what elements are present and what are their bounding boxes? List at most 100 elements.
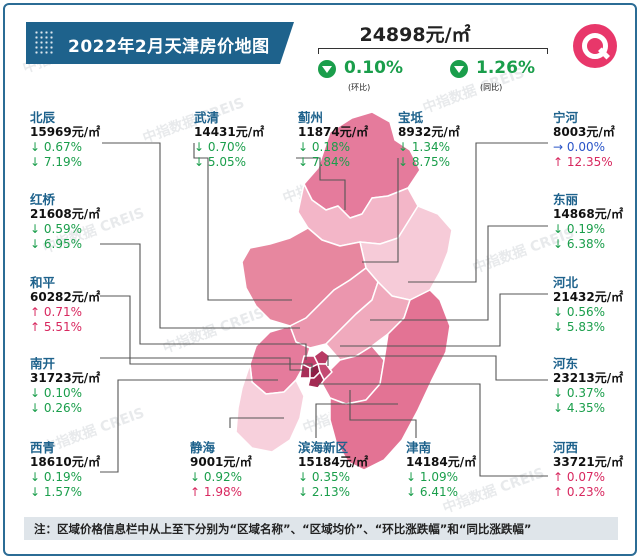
leader-line-jinghai xyxy=(229,417,284,428)
district-yoy: 1.57% xyxy=(43,485,83,499)
leader-line-nankai xyxy=(100,357,304,371)
district-yoy: 6.38% xyxy=(566,237,606,251)
district-card-heping: 和平 60282元/㎡ ↑ 0.71% ↑ 5.51% xyxy=(30,275,100,335)
district-card-hexi: 河西 33721元/㎡ ↑ 0.07% ↑ 0.23% xyxy=(553,440,623,500)
district-yoy: 4.35% xyxy=(566,401,606,415)
leader-line-dongli xyxy=(370,225,548,321)
arrow-up-icon: ↑ xyxy=(553,470,564,484)
title-banner-tail xyxy=(280,22,294,64)
district-price: 33721元/㎡ xyxy=(553,455,624,469)
arrow-down-icon: ↓ xyxy=(553,222,564,236)
leader-line-hexi xyxy=(318,383,548,477)
district-card-beichen: 北辰 15969元/㎡ ↓ 0.67% ↓ 7.19% xyxy=(30,110,100,170)
district-name: 河东 xyxy=(553,356,579,371)
arrow-up-icon: ↑ xyxy=(30,305,41,319)
district-mom: 1.34% xyxy=(411,140,451,154)
city-mom-label: (环比) xyxy=(348,83,371,92)
leader-line-hedong xyxy=(327,355,548,381)
arrow-down-icon: ↓ xyxy=(30,485,41,499)
district-name: 和平 xyxy=(30,275,56,290)
district-mom: 0.18% xyxy=(311,140,351,154)
district-card-baodi: 宝坻 8932元/㎡ ↓ 1.34% ↓ 8.75% xyxy=(398,110,460,170)
footnote: 注：区域价格信息栏中从上至下分别为“区域名称”、“区域均价”、“环比涨跌幅”和“… xyxy=(24,517,618,540)
leader-line-jizhou xyxy=(296,157,346,210)
arrow-down-icon: ↓ xyxy=(30,155,41,169)
arrow-down-icon: ↓ xyxy=(194,155,205,169)
arrow-down-icon: ↓ xyxy=(406,470,417,484)
district-price: 14184元/㎡ xyxy=(406,455,477,469)
district-price: 21608元/㎡ xyxy=(30,207,101,221)
leader-line-hongqiao xyxy=(100,243,307,360)
district-price: 15184元/㎡ xyxy=(298,455,369,469)
divider xyxy=(547,48,548,54)
arrow-down-icon: ↓ xyxy=(398,140,409,154)
district-card-hedong: 河东 23213元/㎡ ↓ 0.37% ↓ 4.35% xyxy=(553,356,623,416)
district-card-jizhou: 蓟州 11874元/㎡ ↓ 0.18% ↓ 7.84% xyxy=(298,110,368,170)
down-triangle-icon xyxy=(318,60,336,78)
district-yoy: 5.83% xyxy=(566,320,606,334)
logo-ring xyxy=(582,33,608,59)
brand-logo-icon xyxy=(573,24,617,68)
district-name: 河北 xyxy=(553,275,579,290)
leader-line-binhai xyxy=(315,403,398,438)
arrow-down-icon: ↓ xyxy=(30,140,41,154)
arrow-down-icon: ↓ xyxy=(194,140,205,154)
district-yoy: 0.26% xyxy=(43,401,83,415)
district-card-jinghai: 静海 9001元/㎡ ↓ 0.92% ↑ 1.98% xyxy=(190,440,252,500)
district-mom: 0.35% xyxy=(311,470,351,484)
leader-line-beichen xyxy=(102,142,300,329)
district-yoy: 6.41% xyxy=(419,485,459,499)
district-yoy: 7.19% xyxy=(43,155,83,169)
district-name: 津南 xyxy=(406,440,432,455)
arrow-down-icon: ↓ xyxy=(30,401,41,415)
district-yoy: 1.98% xyxy=(203,485,243,499)
down-triangle-icon xyxy=(450,60,468,78)
district-mom: 0.56% xyxy=(566,305,606,319)
district-name: 红桥 xyxy=(30,192,56,207)
leader-line-heping xyxy=(100,295,313,372)
district-name: 静海 xyxy=(190,440,216,455)
district-price: 31723元/㎡ xyxy=(30,371,101,385)
district-mom: 1.09% xyxy=(419,470,459,484)
district-mom: 0.19% xyxy=(43,470,83,484)
city-mom-value: 0.10% xyxy=(344,58,403,78)
district-name: 河西 xyxy=(553,440,579,455)
region-binhai xyxy=(329,289,451,471)
leader-line-hebei xyxy=(340,293,548,347)
district-price: 8932元/㎡ xyxy=(398,125,460,139)
leader-line-wuqing xyxy=(193,143,292,301)
district-price: 8003元/㎡ xyxy=(553,125,615,139)
district-price: 18610元/㎡ xyxy=(30,455,101,469)
district-mom: 0.07% xyxy=(566,470,606,484)
arrow-down-icon: ↓ xyxy=(298,485,309,499)
district-card-ninghe: 宁河 8003元/㎡ → 0.00% ↑ 12.35% xyxy=(553,110,615,170)
district-yoy: 5.05% xyxy=(207,155,247,169)
district-yoy: 2.13% xyxy=(311,485,351,499)
district-mom: 0.00% xyxy=(566,140,606,154)
district-yoy: 0.23% xyxy=(566,485,606,499)
district-name: 北辰 xyxy=(30,110,56,125)
page-title: 2022年2月天津房价地图 xyxy=(68,37,270,57)
arrow-down-icon: ↓ xyxy=(553,386,564,400)
leader-line-xiqing xyxy=(100,379,278,473)
district-name: 滨海新区 xyxy=(298,440,349,455)
district-mom: 0.67% xyxy=(43,140,83,154)
district-price: 23213元/㎡ xyxy=(553,371,624,385)
district-mom: 0.59% xyxy=(43,222,83,236)
district-card-hebei: 河北 21432元/㎡ ↓ 0.56% ↓ 5.83% xyxy=(553,275,623,335)
district-yoy: 8.75% xyxy=(411,155,451,169)
title-banner: 2022年2月天津房价地图 xyxy=(26,22,280,64)
district-mom: 0.19% xyxy=(566,222,606,236)
arrow-down-icon: ↓ xyxy=(190,470,201,484)
district-yoy: 7.84% xyxy=(311,155,351,169)
arrow-down-icon: ↓ xyxy=(30,222,41,236)
district-card-jinnan: 津南 14184元/㎡ ↓ 1.09% ↓ 6.41% xyxy=(406,440,476,500)
outer-frame xyxy=(3,3,637,556)
district-card-nankai: 南开 31723元/㎡ ↓ 0.10% ↓ 0.26% xyxy=(30,356,100,416)
arrow-down-icon: ↓ xyxy=(553,320,564,334)
district-card-wuqing: 武清 14431元/㎡ ↓ 0.70% ↓ 5.05% xyxy=(194,110,264,170)
leader-line-baodi xyxy=(362,158,399,263)
city-yoy-label: (同比) xyxy=(480,83,503,92)
district-name: 武清 xyxy=(194,110,220,125)
district-yoy: 6.95% xyxy=(43,237,83,251)
